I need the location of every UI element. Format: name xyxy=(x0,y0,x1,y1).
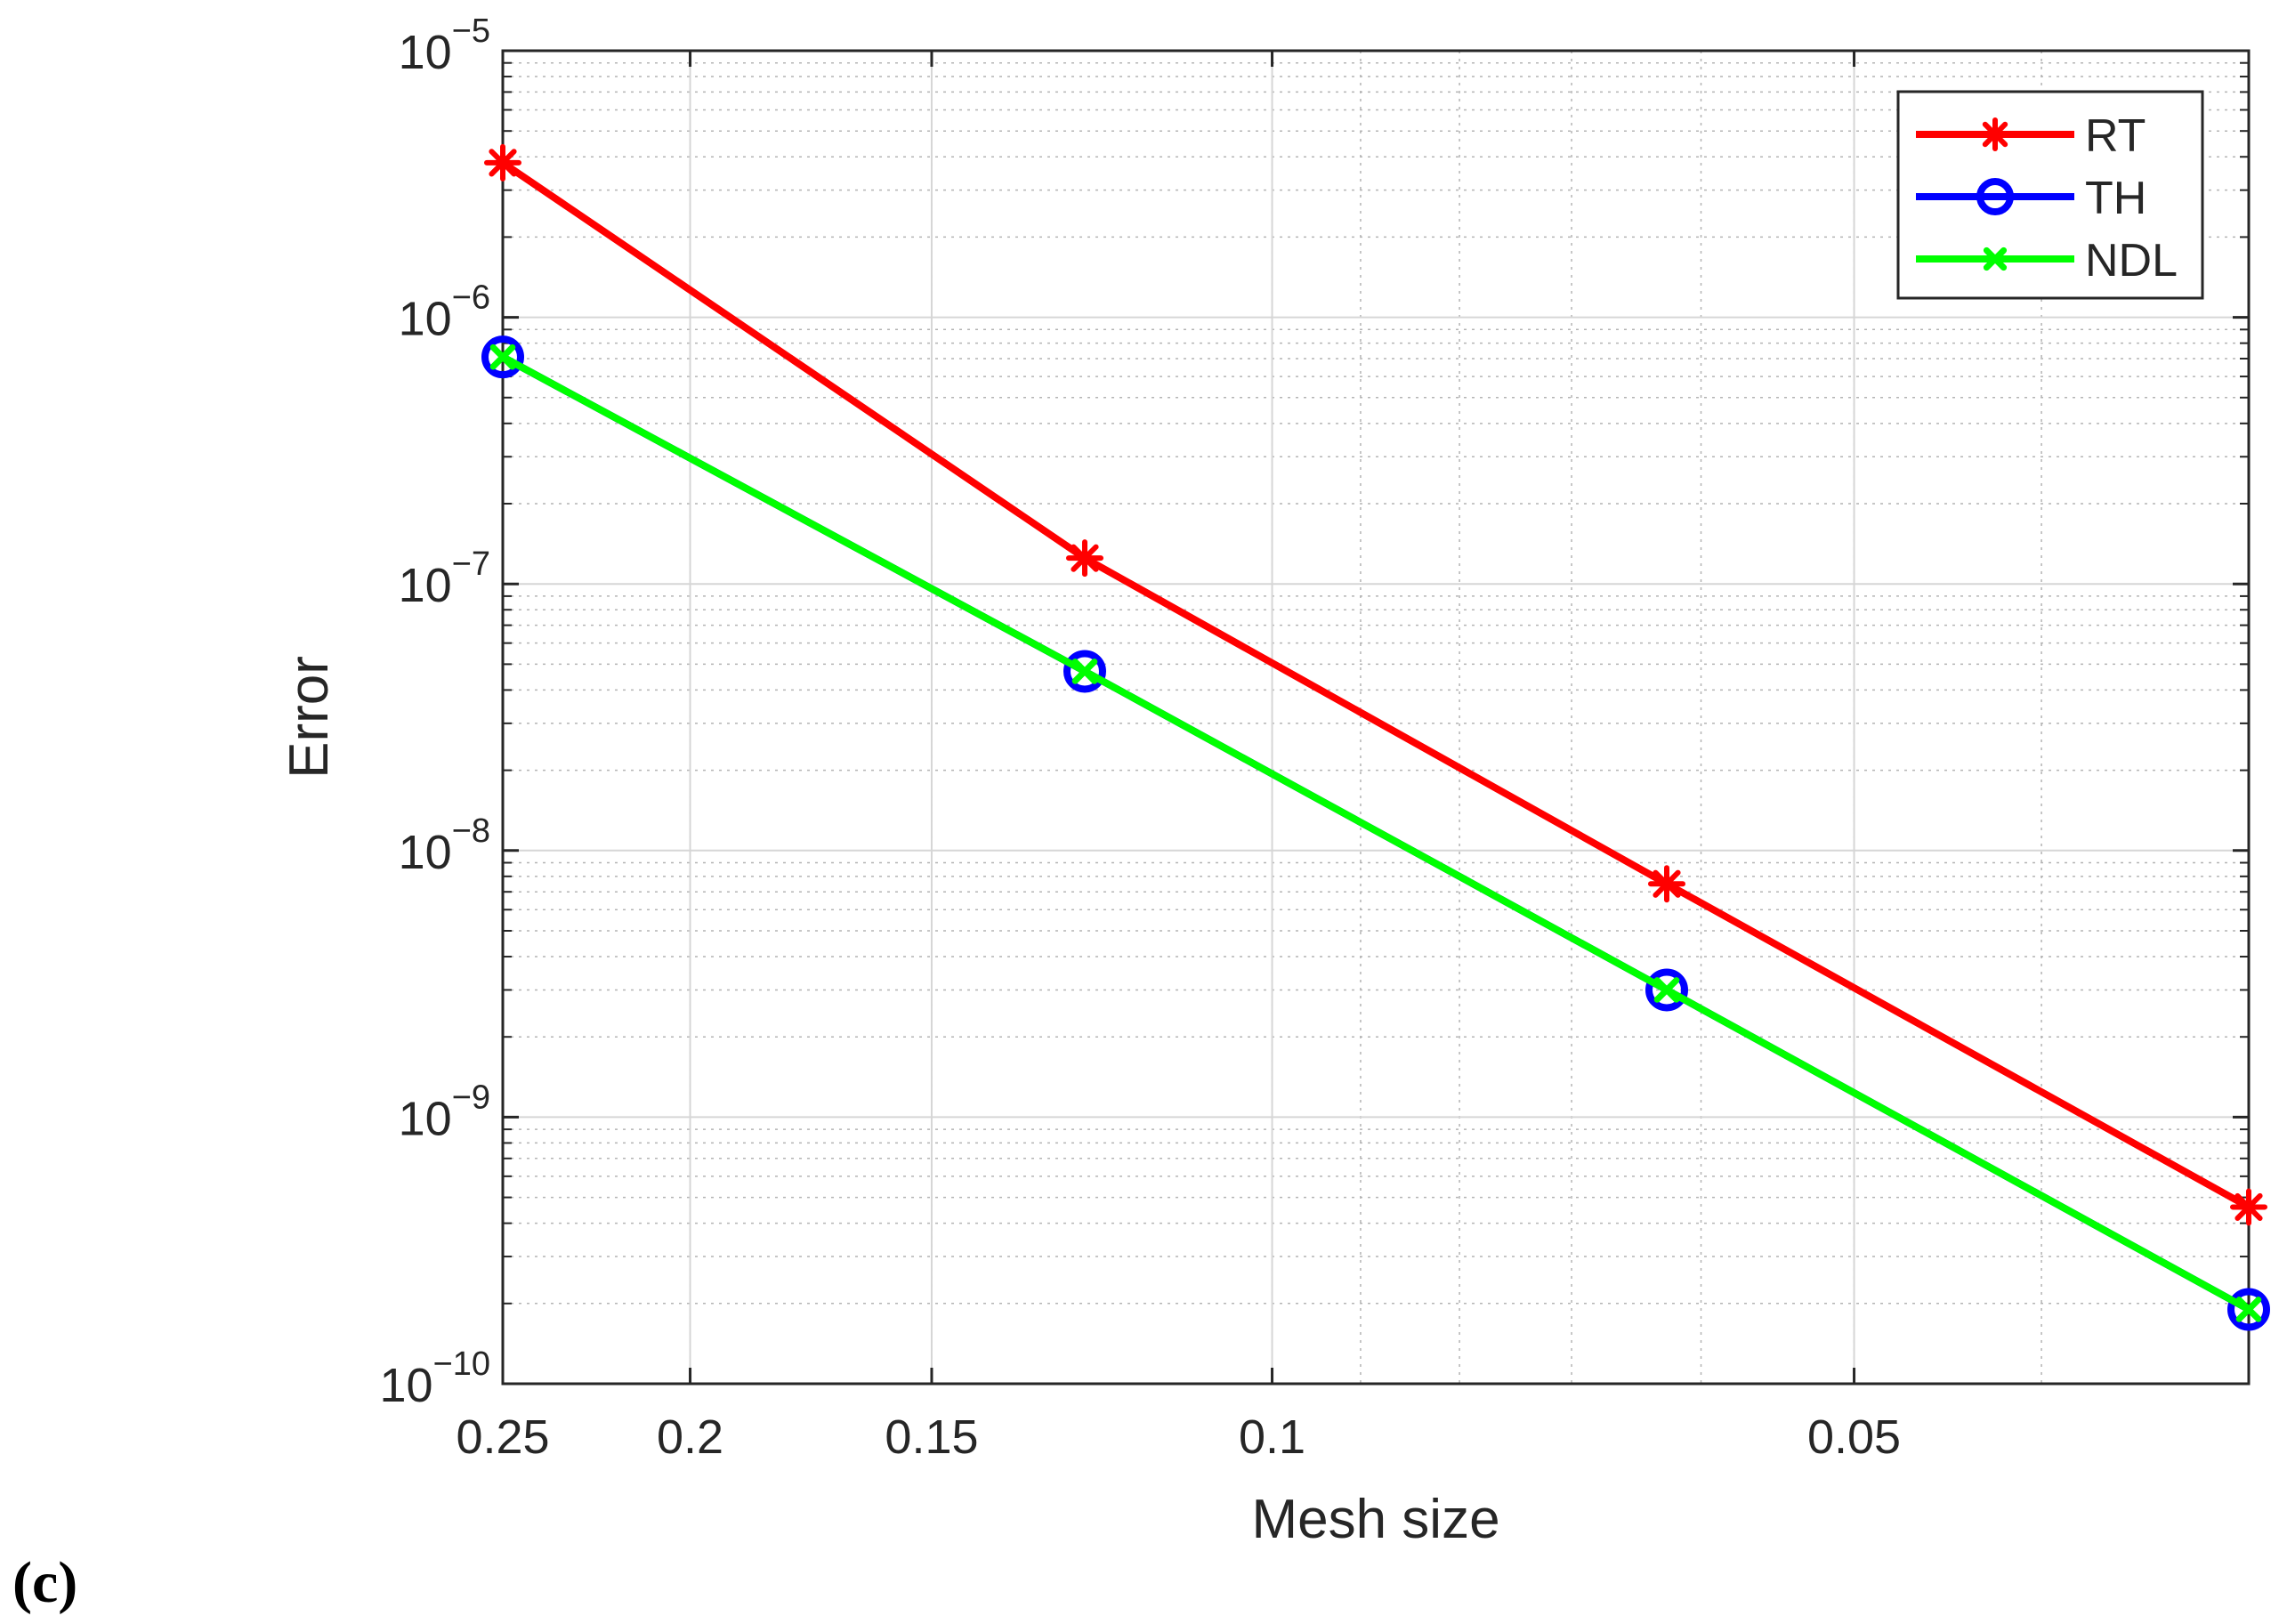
y-tick-label: 10−6 xyxy=(399,279,490,346)
y-tick-exponent: −6 xyxy=(452,279,490,317)
legend-label-rt: RT xyxy=(2085,110,2146,162)
legend-label-th: TH xyxy=(2085,173,2146,224)
legend-label-ndl: NDL xyxy=(2085,235,2178,287)
series-ndl xyxy=(489,343,2262,1322)
x-tick-label: 0.2 xyxy=(657,1410,723,1464)
th-point xyxy=(2227,1288,2270,1331)
rt-line xyxy=(500,159,2251,1210)
y-tick-base: 10 xyxy=(399,826,452,879)
y-tick-label: 10−7 xyxy=(399,545,490,612)
axes-box xyxy=(501,49,2251,1386)
x-tick-label: 0.05 xyxy=(1807,1410,1901,1464)
axis-ticks: 0.25 0.2 0.15 0.1 0.0510−1010−910−810−710−61… xyxy=(379,12,2249,1464)
y-axis-label: Error xyxy=(279,656,340,779)
x-tick-label: 0.25 xyxy=(456,1410,549,1464)
rt-point xyxy=(1066,539,1103,578)
x-tick-label: 0.1 xyxy=(1239,1410,1305,1464)
cross-marker-stroke xyxy=(2235,1297,2262,1322)
cross-marker-stroke xyxy=(489,343,516,370)
ndl-line xyxy=(501,353,2251,1313)
cross-marker-stroke xyxy=(1653,977,1680,1003)
series-rt xyxy=(484,143,2267,1226)
rt-point xyxy=(1648,865,1685,903)
x-tick-label: 0.15 xyxy=(885,1410,978,1464)
legend-entry-rt: RT xyxy=(1916,110,2146,162)
y-tick-base: 10 xyxy=(399,559,452,612)
legend-entry-th: TH xyxy=(1916,173,2146,224)
y-tick-exponent: −10 xyxy=(433,1345,490,1383)
series-lines xyxy=(481,143,2270,1331)
legend-marker-th xyxy=(1976,178,2014,215)
y-tick-exponent: −7 xyxy=(452,545,490,583)
y-tick-label: 10−9 xyxy=(399,1079,490,1145)
y-tick-base: 10 xyxy=(399,26,452,79)
th-point xyxy=(481,335,524,379)
y-tick-base: 10 xyxy=(399,293,452,346)
ndl-point xyxy=(1653,977,1680,1003)
star-marker-stroke xyxy=(1653,869,1681,898)
y-tick-label: 10−8 xyxy=(399,812,490,879)
x-axis-label: Mesh size xyxy=(1251,1489,1499,1550)
legend-marker-rt xyxy=(1978,117,2012,151)
star-marker-stroke xyxy=(1071,544,1099,572)
legend-marker-ndl xyxy=(1983,246,2008,271)
legend: RT TH NDL xyxy=(1896,90,2204,300)
y-tick-label: 10−10 xyxy=(379,1345,490,1412)
y-tick-exponent: −8 xyxy=(452,812,490,850)
star-marker-stroke xyxy=(1982,121,2008,148)
y-tick-exponent: −9 xyxy=(452,1079,490,1116)
y-tick-exponent: −5 xyxy=(452,12,490,50)
cross-marker-stroke xyxy=(1071,658,1098,684)
star-marker-stroke xyxy=(489,149,517,177)
th-point xyxy=(1645,968,1688,1012)
legend-entry-ndl: NDL xyxy=(1916,235,2178,287)
star-marker-stroke xyxy=(2234,1192,2263,1222)
y-tick-base: 10 xyxy=(379,1359,432,1412)
ndl-point xyxy=(1071,658,1098,684)
y-tick-base: 10 xyxy=(399,1092,452,1145)
cross-marker-stroke xyxy=(1983,246,2008,271)
panel-label: (c) xyxy=(12,1550,77,1615)
rt-point xyxy=(2230,1188,2267,1226)
y-tick-label: 10−5 xyxy=(399,12,490,79)
ndl-point xyxy=(2235,1297,2262,1322)
ndl-point xyxy=(489,343,516,370)
th-point xyxy=(1063,650,1106,693)
rt-point xyxy=(484,143,521,182)
